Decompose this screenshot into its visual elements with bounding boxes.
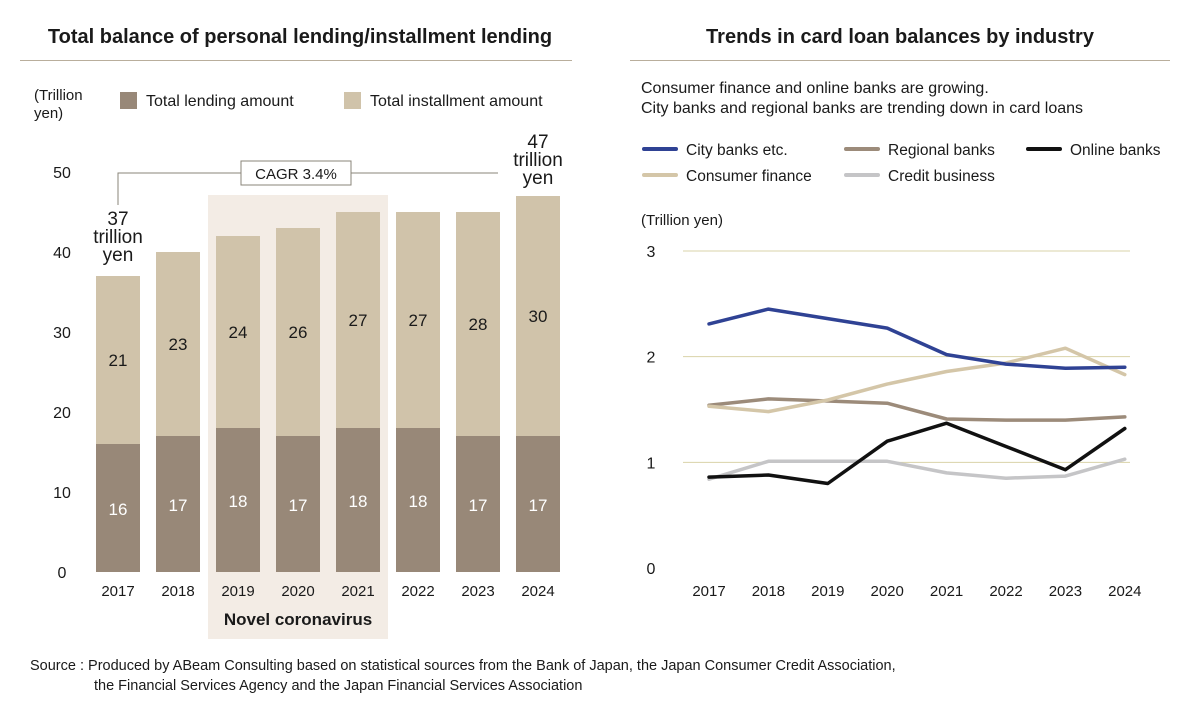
- right-x-tick: 2017: [692, 583, 725, 600]
- source-line-1: Source : Produced by ABeam Consulting ba…: [30, 658, 896, 674]
- lending-bar: [156, 436, 200, 572]
- right-x-tick: 2024: [1108, 583, 1141, 600]
- start-total-annotation: trillion: [93, 227, 143, 248]
- covid-highlight-label: Novel coronavirus: [224, 610, 372, 629]
- left-title-rule: [20, 60, 572, 61]
- cagr-label: CAGR 3.4%: [255, 166, 337, 183]
- left-chart-title: Total balance of personal lending/instal…: [47, 26, 553, 48]
- left-y-tick: 0: [58, 565, 67, 582]
- installment-bar: [216, 236, 260, 428]
- end-total-annotation: yen: [523, 168, 554, 189]
- right-legend-label: Online banks: [1070, 142, 1161, 159]
- lending-value-label: 17: [529, 496, 548, 515]
- cagr-box: [240, 160, 352, 186]
- series-line-consumer: [707, 346, 1127, 414]
- installment-bar: [276, 228, 320, 436]
- left-x-tick: 2022: [401, 583, 434, 600]
- left-x-tick: 2019: [221, 583, 254, 600]
- lending-value-label: 18: [349, 492, 368, 511]
- cagr-bracket-line: [117, 172, 498, 205]
- installment-bar: [456, 212, 500, 436]
- right-y-tick: 0: [647, 561, 656, 578]
- left-y-tick: 10: [53, 485, 71, 502]
- lending-bar: [96, 444, 140, 572]
- left-x-tick: 2024: [521, 583, 554, 600]
- installment-bar: [156, 252, 200, 436]
- right-legend-label: Consumer finance: [686, 168, 812, 185]
- right-y-tick: 3: [647, 244, 656, 261]
- right-subtitle-line2: City banks and regional banks are trendi…: [641, 100, 1083, 117]
- left-x-tick: 2023: [461, 583, 494, 600]
- left-x-tick: 2017: [101, 583, 134, 600]
- right-y-tick: 2: [647, 350, 656, 367]
- installment-value-label: 26: [289, 323, 308, 342]
- lending-bar: [516, 436, 560, 572]
- right-x-tick: 2019: [811, 583, 844, 600]
- left-x-tick: 2021: [341, 583, 374, 600]
- left-x-tick: 2018: [161, 583, 194, 600]
- lending-value-label: 18: [229, 492, 248, 511]
- lending-value-label: 18: [409, 492, 428, 511]
- right-subtitle-line1: Consumer finance and online banks are gr…: [641, 80, 989, 97]
- right-x-tick: 2018: [752, 583, 785, 600]
- series-line-city: [707, 307, 1127, 371]
- series-line-online: [707, 421, 1127, 486]
- right-legend-label: Credit business: [888, 168, 995, 185]
- left-legend-label: Total lending amount: [146, 93, 294, 110]
- left-y-unit-line1: (Trillion: [34, 87, 83, 104]
- right-x-tick: 2023: [1049, 583, 1082, 600]
- left-x-tick: 2020: [281, 583, 314, 600]
- lending-bar: [336, 428, 380, 572]
- right-y-tick: 1: [647, 455, 656, 472]
- right-x-tick: 2021: [930, 583, 963, 600]
- end-total-annotation: 47: [527, 132, 548, 153]
- series-line-regional: [707, 397, 1127, 422]
- left-y-unit-line2: yen): [34, 105, 63, 122]
- right-x-tick: 2020: [871, 583, 904, 600]
- start-total-annotation: yen: [103, 245, 134, 266]
- source-note: Source : Produced by ABeam Consulting ba…: [30, 656, 896, 696]
- lending-value-label: 17: [469, 496, 488, 515]
- lending-value-label: 16: [109, 500, 128, 519]
- lending-bar: [456, 436, 500, 572]
- lending-value-label: 17: [169, 496, 188, 515]
- installment-value-label: 27: [409, 311, 428, 330]
- left-y-tick: 50: [53, 165, 71, 182]
- right-legend-label: Regional banks: [888, 142, 995, 159]
- right-chart-title: Trends in card loan balances by industry: [706, 26, 1094, 48]
- right-y-unit: (Trillion yen): [641, 212, 723, 229]
- installment-bar: [396, 212, 440, 428]
- installment-value-label: 27: [349, 311, 368, 330]
- installment-bar: [336, 212, 380, 428]
- right-legend-label: City banks etc.: [686, 142, 788, 159]
- right-title-rule: [630, 60, 1170, 61]
- left-legend-swatch: [120, 92, 137, 109]
- installment-bar: [516, 196, 560, 436]
- left-legend-swatch: [344, 92, 361, 109]
- source-line-2: the Financial Services Agency and the Ja…: [94, 678, 583, 694]
- installment-value-label: 21: [109, 351, 128, 370]
- start-total-annotation: 37: [107, 209, 128, 230]
- left-y-tick: 30: [53, 325, 71, 342]
- left-y-tick: 40: [53, 245, 71, 262]
- left-legend-label: Total installment amount: [370, 93, 543, 110]
- series-line-credit: [707, 457, 1127, 481]
- end-total-annotation: trillion: [513, 150, 563, 171]
- lending-value-label: 17: [289, 496, 308, 515]
- installment-bar: [96, 276, 140, 444]
- installment-value-label: 28: [469, 315, 488, 334]
- left-y-tick: 20: [53, 405, 71, 422]
- installment-value-label: 30: [529, 307, 548, 326]
- installment-value-label: 23: [169, 335, 188, 354]
- installment-value-label: 24: [229, 323, 248, 342]
- lending-bar: [276, 436, 320, 572]
- lending-bar: [216, 428, 260, 572]
- right-x-tick: 2022: [989, 583, 1022, 600]
- lending-bar: [396, 428, 440, 572]
